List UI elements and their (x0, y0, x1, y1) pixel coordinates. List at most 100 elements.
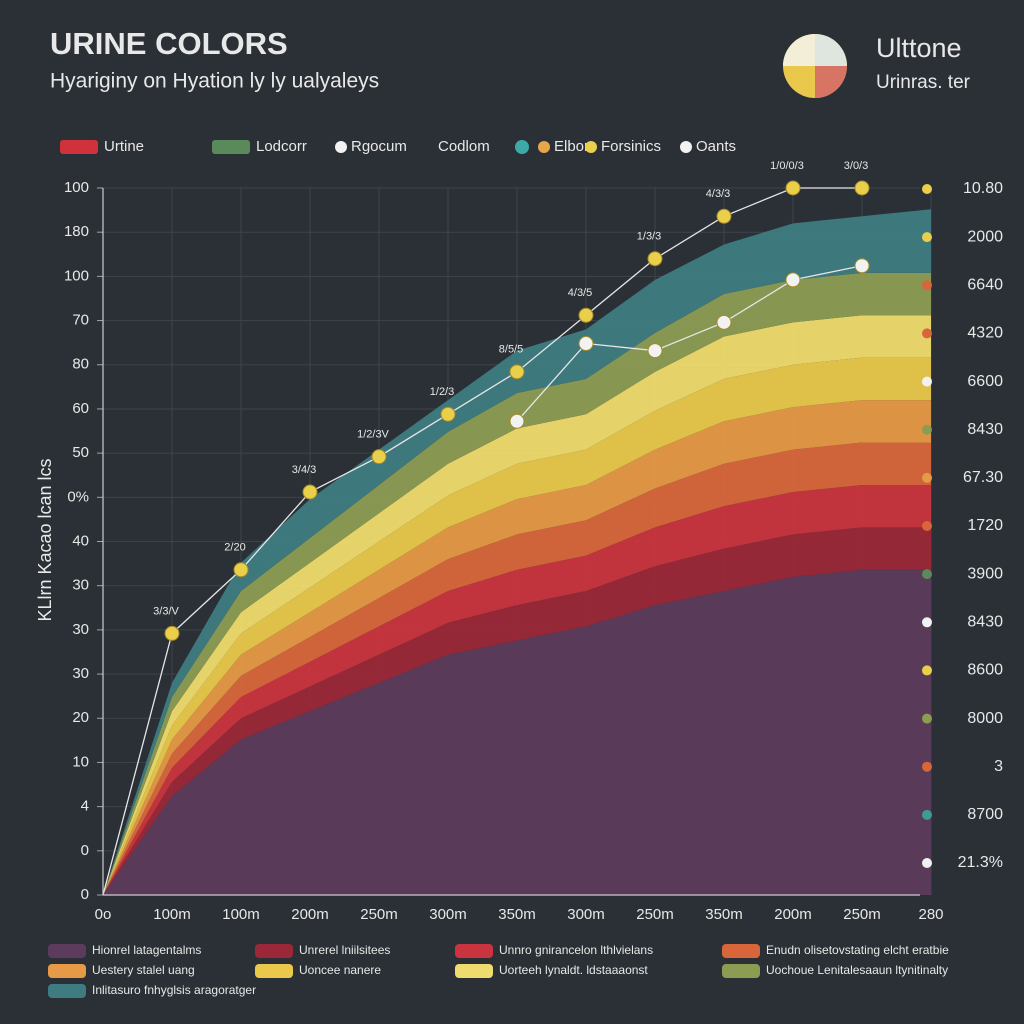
area (103, 315, 931, 895)
legend-label: Inlitasuro fnhyglsis aragoratger (92, 983, 256, 997)
y-tick-label: 70 (72, 312, 89, 329)
right-label: 1720 (967, 517, 1003, 534)
area (103, 209, 931, 895)
legend-label: Uochoue Lenitalesaaun ltynitinalty (766, 963, 948, 977)
right-label: 8430 (967, 421, 1003, 438)
right-label: 4320 (967, 325, 1003, 342)
x-tick-label: 100m (153, 906, 191, 923)
right-label-dot (922, 569, 932, 580)
right-label-dot (922, 809, 932, 820)
point (716, 314, 732, 330)
right-label-dot (922, 713, 932, 724)
legend-label: Uorteeh lynaldt. ldstaaaonst (499, 963, 648, 977)
y-tick-label: 0% (67, 488, 89, 505)
x-tick-label: 280 (918, 906, 943, 923)
point (578, 307, 594, 323)
legend-swatch (48, 984, 86, 998)
y-tick-label: 180 (64, 223, 89, 240)
point (785, 272, 801, 288)
point (509, 364, 525, 380)
point-label: 3/4/3 (292, 464, 316, 476)
right-label: 21.3% (958, 854, 1003, 871)
legend-label: Unrerel lniilsitees (299, 943, 390, 957)
y-tick-label: 10 (72, 753, 89, 770)
x-tick-label: 200m (291, 906, 329, 923)
line (516, 265, 863, 422)
y-tick-label: 4 (81, 798, 89, 815)
legend-swatch (722, 944, 760, 958)
legend-label: Lodcorr (256, 138, 307, 155)
line (102, 187, 862, 896)
legend-label: Uoncee nanere (299, 963, 381, 977)
right-label: 2000 (967, 228, 1003, 245)
badge-title: Ulttone (876, 33, 962, 63)
legend-label: Unnro gnirancelon lthlvielans (499, 943, 653, 957)
x-tick-label: 350m (498, 906, 536, 923)
legend-swatch (585, 141, 597, 153)
point (509, 413, 525, 429)
y-tick-label: 30 (72, 621, 89, 638)
point-label: 3/0/3 (844, 160, 868, 172)
y-tick-label: 30 (72, 577, 89, 594)
point (302, 484, 318, 500)
point (371, 449, 387, 465)
right-label-dot (922, 858, 932, 868)
area (103, 442, 931, 895)
chart-subtitle: Hyariginy on Hyation ly ly ualyaleys (50, 70, 379, 93)
right-label-dot (922, 472, 932, 483)
point (440, 406, 456, 422)
right-label: 3 (994, 758, 1003, 775)
legend-swatch (212, 140, 250, 154)
right-label: 3900 (967, 565, 1003, 582)
right-label-dot (922, 665, 932, 676)
x-tick-label: 250m (843, 906, 881, 923)
point (854, 258, 870, 274)
point (854, 180, 870, 196)
y-tick-label: 80 (72, 356, 89, 373)
legend-swatch (48, 944, 86, 958)
legend-label: Urtine (104, 138, 144, 155)
y-tick-label: 100 (64, 179, 89, 196)
legend-swatch (680, 141, 692, 153)
area (103, 569, 931, 895)
right-label: 6640 (967, 277, 1003, 294)
right-label: 8600 (967, 662, 1003, 679)
x-tick-label: 250m (360, 906, 398, 923)
right-label-dot (922, 617, 932, 628)
legend-label: Forsinics (601, 138, 661, 155)
point-label: 1/0/0/3 (770, 160, 804, 172)
point (578, 336, 594, 352)
x-tick-label: 350m (705, 906, 743, 923)
point-label: 4/3/5 (568, 287, 592, 299)
legend-label: Codlom (438, 138, 490, 155)
point-label: 8/5/5 (499, 344, 523, 356)
y-tick-label: 50 (72, 444, 89, 461)
legend-swatch (455, 964, 493, 978)
right-label: 67.30 (963, 469, 1003, 486)
right-label-dot (922, 424, 932, 435)
legend-swatch (538, 141, 550, 153)
legend-label: Hionrel latagentalms (92, 943, 201, 957)
point-label: 1/3/3 (637, 231, 661, 243)
area (103, 272, 931, 896)
point (647, 251, 663, 267)
badge-subtitle: Urinras. ter (876, 72, 971, 93)
right-label: 6600 (967, 373, 1003, 390)
legend-swatch (60, 140, 98, 154)
right-label: 10.80 (963, 180, 1003, 197)
right-label-dot (922, 521, 932, 531)
right-label-dot (922, 328, 932, 339)
legend-label: Rgocum (351, 138, 407, 155)
y-tick-label: 60 (72, 400, 89, 417)
badge-icon (783, 34, 847, 98)
y-axis-title: KLlrn Kacao lcan lcs (35, 458, 55, 621)
y-tick-label: 20 (72, 709, 89, 726)
legend-label: Enudn olisetovstating elcht eratbie (766, 943, 949, 957)
right-label-dot (922, 232, 932, 243)
point (647, 343, 663, 359)
legend-swatch (722, 964, 760, 978)
legend-swatch (515, 140, 529, 154)
legend-label: Uestery stalel uang (92, 963, 195, 977)
x-tick-label: 250m (636, 906, 674, 923)
